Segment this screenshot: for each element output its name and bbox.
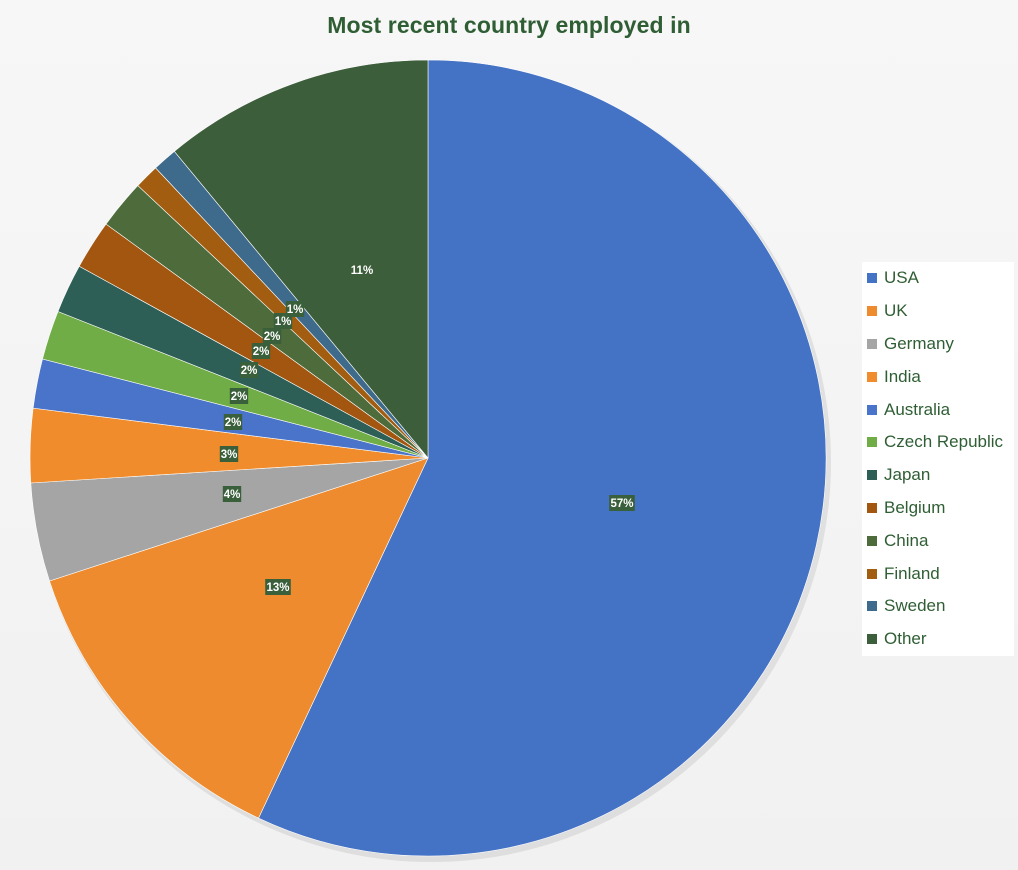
svg-text:13%: 13% [266, 582, 289, 594]
legend-swatch [867, 306, 877, 317]
svg-text:2%: 2% [231, 391, 248, 403]
data-label-germany: 4% [222, 486, 242, 502]
legend-swatch [867, 338, 877, 349]
legend-label: China [884, 530, 929, 550]
svg-text:2%: 2% [241, 365, 258, 377]
legend-swatch [867, 404, 877, 415]
svg-text:2%: 2% [264, 331, 281, 343]
svg-text:1%: 1% [275, 316, 292, 328]
legend: USA UK Germany India Australia Czech Republic… [862, 262, 1014, 656]
legend-label: Japan [884, 465, 931, 485]
data-label-australia: 2% [223, 414, 243, 430]
legend-swatch [867, 568, 877, 579]
data-label-sweden: 1% [285, 301, 305, 317]
legend-label: USA [884, 268, 919, 288]
svg-text:1%: 1% [287, 304, 304, 316]
svg-text:2%: 2% [225, 417, 242, 429]
legend-label: Czech Republic [884, 432, 1004, 452]
legend-swatch [867, 371, 877, 382]
pie-slice-uk [49, 457, 429, 819]
pie-slice-other [173, 59, 429, 459]
legend-item-japan: Japan [862, 459, 1014, 492]
legend-swatch [867, 535, 877, 546]
legend-label: UK [884, 301, 908, 321]
data-label-czech-republic: 2% [229, 388, 249, 404]
legend-label: Finland [884, 563, 940, 583]
svg-text:4%: 4% [224, 489, 241, 501]
legend-item-finland: Finland [862, 557, 1014, 590]
legend-item-china: China [862, 524, 1014, 557]
legend-label: India [884, 366, 921, 386]
legend-item-germany: Germany [862, 328, 1014, 361]
legend-item-australia: Australia [862, 393, 1014, 426]
legend-item-czech-republic: Czech Republic [862, 426, 1014, 459]
legend-label: Sweden [884, 596, 946, 616]
legend-item-sweden: Sweden [862, 590, 1014, 623]
data-label-india: 3% [219, 446, 239, 462]
legend-swatch [867, 634, 877, 645]
data-label-usa: 57% [609, 495, 635, 511]
data-label-china: 2% [262, 328, 282, 344]
pie-slice-usa [258, 59, 827, 857]
data-label-belgium: 2% [251, 343, 271, 359]
data-label-uk: 13% [265, 579, 291, 595]
legend-swatch [867, 273, 877, 284]
data-label-japan: 2% [239, 362, 259, 378]
legend-swatch [867, 601, 877, 612]
legend-item-other: Other [862, 623, 1014, 656]
legend-swatch [867, 470, 877, 481]
legend-label: Belgium [884, 497, 946, 517]
legend-label: Australia [884, 399, 951, 419]
chart-title: Most recent country employed in [327, 12, 691, 38]
legend-item-india: India [862, 360, 1014, 393]
legend-label: Other [884, 629, 927, 649]
legend-swatch [867, 437, 877, 448]
legend-label: Germany [884, 333, 954, 353]
legend-item-uk: UK [862, 295, 1014, 328]
legend-swatch [867, 502, 877, 513]
legend-item-usa: USA [862, 262, 1014, 295]
svg-text:57%: 57% [610, 498, 633, 510]
svg-text:11%: 11% [351, 265, 373, 277]
data-label-other: 11% [351, 265, 373, 277]
svg-text:3%: 3% [221, 449, 238, 461]
legend-item-belgium: Belgium [862, 492, 1014, 525]
svg-text:2%: 2% [253, 346, 270, 358]
